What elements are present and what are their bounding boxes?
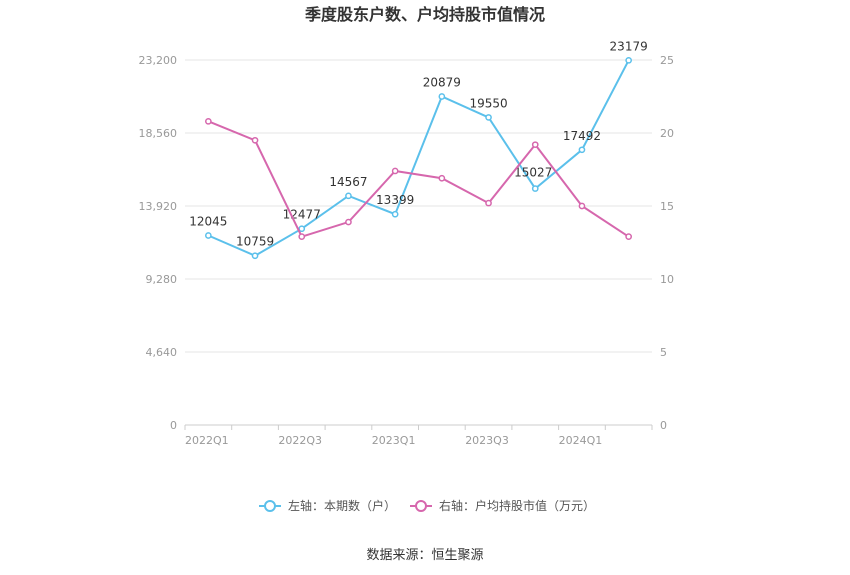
data-point[interactable] <box>485 199 492 207</box>
left-tick-label: 0 <box>170 419 177 432</box>
legend-swatch-marker <box>264 500 276 512</box>
left-tick-label: 4,640 <box>146 346 178 359</box>
data-point[interactable] <box>345 192 352 200</box>
data-point[interactable] <box>625 56 633 64</box>
data-point[interactable] <box>625 233 633 241</box>
data-point[interactable] <box>438 174 446 182</box>
grid <box>185 59 652 426</box>
data-label: 20879 <box>423 76 461 90</box>
left-tick-label: 13,920 <box>139 200 178 213</box>
data-label: 10759 <box>236 235 274 249</box>
data-point[interactable] <box>251 252 259 260</box>
left-tick-label: 23,200 <box>139 54 178 67</box>
x-tick-label: 2022Q3 <box>278 434 322 447</box>
data-label: 15027 <box>514 166 552 180</box>
data-point[interactable] <box>531 141 539 149</box>
data-point[interactable] <box>578 202 586 210</box>
data-point[interactable] <box>531 185 539 192</box>
right-tick-label: 15 <box>660 200 674 213</box>
legend-item-2[interactable]: 右轴：户均持股市值（万元） <box>410 498 595 513</box>
data-label: 14567 <box>329 175 367 189</box>
data-point[interactable] <box>391 210 399 218</box>
x-tick-label: 2023Q3 <box>465 434 509 447</box>
legend-label: 左轴：本期数（户） <box>288 498 396 513</box>
data-label: 12045 <box>189 214 227 228</box>
right-tick-label: 10 <box>660 273 674 286</box>
left-axis: 0 4,640 9,280 13,920 18,560 23,200 <box>139 54 178 432</box>
right-tick-label: 0 <box>660 419 667 432</box>
data-point[interactable] <box>391 167 399 175</box>
series-layer: 1204510759124771456713399208791955015027… <box>189 39 648 260</box>
legend-item-1[interactable]: 左轴：本期数（户） <box>259 498 396 513</box>
data-point[interactable] <box>298 233 306 241</box>
series-line-2 <box>207 120 630 238</box>
chart-title: 季度股东户数、户均持股市值情况 <box>304 5 545 24</box>
data-point[interactable] <box>298 225 306 233</box>
left-tick-label: 9,280 <box>146 273 178 286</box>
x-tick-label: 2022Q1 <box>185 434 229 447</box>
legend[interactable]: 左轴：本期数（户） 右轴：户均持股市值（万元） <box>259 498 595 513</box>
data-point[interactable] <box>578 146 586 154</box>
data-point[interactable] <box>251 136 259 144</box>
data-label: 17492 <box>563 129 601 143</box>
data-label: 23179 <box>610 39 648 53</box>
data-point[interactable] <box>438 93 446 100</box>
x-axis: 2022Q1 2022Q3 2023Q1 2023Q3 2024Q1 <box>184 425 653 447</box>
right-tick-label: 20 <box>660 127 674 140</box>
data-label: 13399 <box>376 193 414 207</box>
series-line-1 <box>207 59 630 257</box>
data-point[interactable] <box>205 232 212 239</box>
source-note: 数据来源：恒生聚源 <box>366 548 483 563</box>
data-point[interactable] <box>485 114 492 121</box>
data-point[interactable] <box>345 218 352 226</box>
x-tick-label: 2024Q1 <box>559 434 603 447</box>
legend-swatch-marker <box>415 500 427 512</box>
data-point[interactable] <box>205 117 212 125</box>
right-axis: 0 5 10 15 20 25 <box>660 54 674 432</box>
right-tick-label: 25 <box>660 54 674 67</box>
left-tick-label: 18,560 <box>139 127 178 140</box>
legend-label: 右轴：户均持股市值（万元） <box>439 498 595 513</box>
data-label: 19550 <box>469 96 507 110</box>
right-tick-label: 5 <box>660 346 667 359</box>
x-tick-label: 2023Q1 <box>372 434 416 447</box>
